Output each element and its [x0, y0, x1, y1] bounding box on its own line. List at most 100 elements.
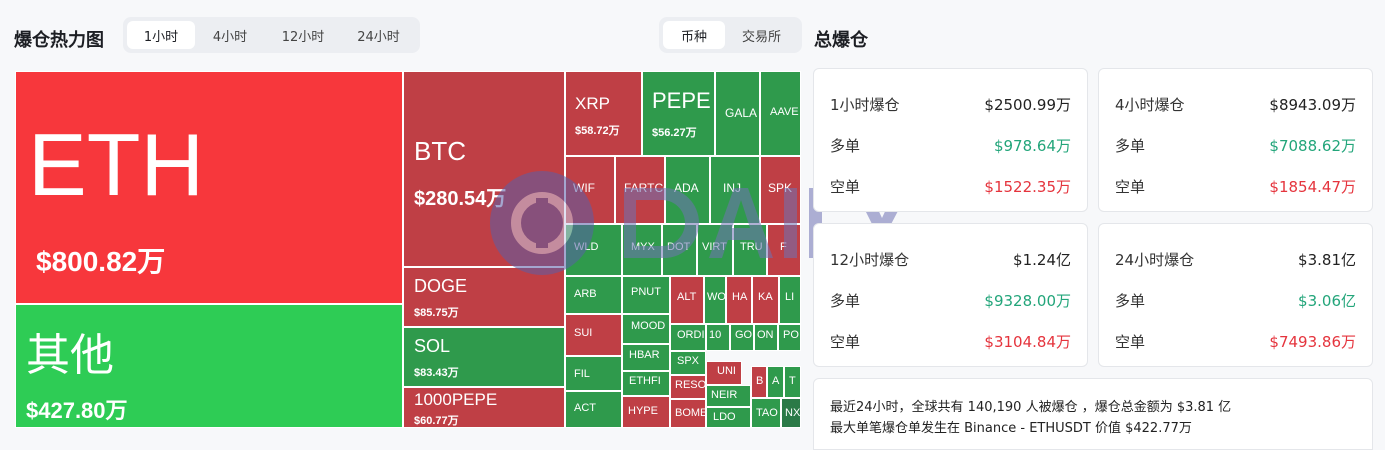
summary-panel: 最近24小时，全球共有 140,190 人被爆仓 ，爆仓总金额为 $3.81 亿…: [813, 378, 1373, 450]
coin-name: SPX: [677, 355, 700, 367]
coin-name: ETHFI: [629, 375, 661, 387]
treemap-cell-1000pepe[interactable]: 1000PEPE $60.77万: [403, 387, 565, 428]
treemap-cell-tru[interactable]: TRU: [733, 224, 767, 276]
treemap-cell-sol[interactable]: SOL $83.43万: [403, 327, 565, 387]
treemap-cell-bome[interactable]: BOME: [670, 399, 706, 428]
coin-name: NEIR: [711, 389, 738, 401]
short-label: 空单: [830, 178, 861, 196]
coin-name: LI: [785, 291, 795, 303]
treemap-cell-其他[interactable]: 其他 $427.80万: [15, 304, 403, 428]
treemap-cell-spk[interactable]: SPK: [760, 156, 801, 224]
coin-name: AAVE: [770, 106, 799, 118]
treemap-cell-ka[interactable]: KA: [752, 276, 779, 324]
tab-12h[interactable]: 12小时: [281, 29, 325, 45]
coin-name: FIL: [574, 368, 590, 380]
coin-name: SOL: [414, 336, 451, 356]
treemap-cell-wld[interactable]: WLD: [565, 224, 622, 276]
stat-total: $2500.99万: [984, 96, 1071, 114]
long-value: $3.06亿: [1298, 292, 1356, 310]
treemap-cell-wo[interactable]: WO: [704, 276, 726, 324]
treemap-cell-eth[interactable]: ETH $800.82万: [15, 71, 403, 304]
short-label: 空单: [830, 333, 861, 351]
treemap-cell-alt[interactable]: ALT: [670, 276, 704, 324]
coin-name: NX: [785, 407, 801, 419]
treemap-cell-tao[interactable]: TAO: [751, 398, 781, 428]
treemap-cell-xrp[interactable]: XRP $58.72万: [565, 71, 642, 156]
treemap-cell-btc[interactable]: BTC $280.54万: [403, 71, 565, 267]
treemap-cell-dot[interactable]: DOT: [662, 224, 697, 276]
treemap-cell-ldo[interactable]: LDO: [706, 407, 751, 428]
stat-total: $8943.09万: [1269, 96, 1356, 114]
treemap-cell-arb[interactable]: ARB: [565, 276, 622, 314]
treemap-cell-b[interactable]: B: [751, 366, 767, 398]
long-label: 多单: [830, 292, 861, 310]
treemap-cell-ordi[interactable]: ORDI: [670, 324, 706, 351]
coin-name: GALA: [725, 106, 758, 120]
coin-name: 1000PEPE: [414, 390, 498, 409]
treemap-cell-fil[interactable]: FIL: [565, 356, 622, 391]
coin-name: ALT: [677, 291, 697, 303]
treemap-cell-act[interactable]: ACT: [565, 391, 622, 428]
treemap-cell-sui[interactable]: SUI: [565, 314, 622, 356]
stat-label: 24小时爆仓: [1115, 251, 1195, 269]
coin-name: TAO: [756, 407, 778, 419]
treemap-cell-mood[interactable]: MOOD: [622, 314, 670, 344]
treemap-cell-ethfi[interactable]: ETHFI: [622, 371, 670, 396]
stats-card-24h: 24小时爆仓 $3.81亿 多单 $3.06亿 空单 $7493.86万: [1098, 223, 1373, 367]
coin-name: TRU: [740, 241, 763, 253]
treemap-cell-gala[interactable]: GALA: [715, 71, 760, 156]
treemap-cell-fartco[interactable]: FARTCO: [615, 156, 665, 224]
treemap-cell-reso[interactable]: RESO: [670, 375, 706, 399]
coin-name: HA: [732, 291, 748, 303]
treemap-cell-t[interactable]: T: [784, 366, 801, 398]
treemap-cell-po[interactable]: PO: [778, 324, 801, 351]
coin-name: GO: [735, 329, 753, 341]
long-value: $7088.62万: [1269, 137, 1356, 155]
coin-name: A: [772, 375, 780, 387]
treemap-cell-myx[interactable]: MYX: [622, 224, 662, 276]
coin-name: 其他: [26, 331, 114, 380]
treemap-cell-spx[interactable]: SPX: [670, 351, 706, 375]
treemap-cell-uni[interactable]: UNI: [706, 361, 742, 385]
treemap-cell-go[interactable]: GO: [730, 324, 754, 351]
treemap-cell-pepe[interactable]: PEPE $56.27万: [642, 71, 715, 156]
treemap-cell-virt[interactable]: VIRT: [697, 224, 733, 276]
treemap-cell-neir[interactable]: NEIR: [706, 385, 751, 407]
liquidation-heatmap: ETH $800.82万其他 $427.80万 BTC $280.54万 DOGE $85.…: [15, 71, 801, 428]
coin-name: PEPE: [652, 88, 711, 113]
long-label: 多单: [1115, 292, 1146, 310]
treemap-cell-on[interactable]: ON: [754, 324, 778, 351]
treemap-cell-hype[interactable]: HYPE: [622, 396, 670, 428]
treemap-cell-inj[interactable]: INJ: [710, 156, 760, 224]
treemap-cell-f[interactable]: F: [767, 224, 801, 276]
total-liquidation-title: 总爆仓: [814, 30, 868, 51]
treemap-cell-10[interactable]: 10: [706, 324, 730, 351]
liquidation-value: $56.27万: [652, 127, 697, 139]
coin-name: F: [780, 241, 787, 253]
treemap-cell-a[interactable]: A: [767, 366, 784, 398]
short-value: $1522.35万: [984, 178, 1071, 196]
treemap-cell-hbar[interactable]: HBAR: [622, 344, 670, 371]
treemap-cell-doge[interactable]: DOGE $85.75万: [403, 267, 565, 327]
coin-name: VIRT: [702, 241, 727, 253]
short-value: $1854.47万: [1269, 178, 1356, 196]
treemap-cell-ha[interactable]: HA: [726, 276, 752, 324]
liquidation-value: $427.80万: [26, 398, 128, 423]
treemap-cell-aave[interactable]: AAVE: [760, 71, 801, 156]
treemap-cell-li[interactable]: LI: [779, 276, 801, 324]
treemap-cell-nx[interactable]: NX: [781, 398, 801, 428]
treemap-cell-ada[interactable]: ADA: [665, 156, 710, 224]
tab-exchange[interactable]: 交易所: [741, 29, 781, 45]
tab-4h[interactable]: 4小时: [212, 29, 248, 45]
treemap-cell-pnut[interactable]: PNUT: [622, 276, 670, 314]
tab-24h[interactable]: 24小时: [357, 29, 400, 45]
treemap-cell-wif[interactable]: WIF: [565, 156, 615, 224]
tab-1h[interactable]: 1小时: [127, 21, 195, 49]
tab-coin[interactable]: 币种: [663, 21, 725, 49]
coin-name: DOT: [667, 241, 691, 253]
coin-name: MYX: [631, 241, 655, 253]
long-value: $9328.00万: [984, 292, 1071, 310]
coin-name: ARB: [574, 288, 597, 300]
coin-name: DOGE: [414, 276, 468, 296]
summary-line-2: 最大单笔爆仓单发生在 Binance - ETHUSDT 价值 $422.77万: [830, 421, 1192, 436]
